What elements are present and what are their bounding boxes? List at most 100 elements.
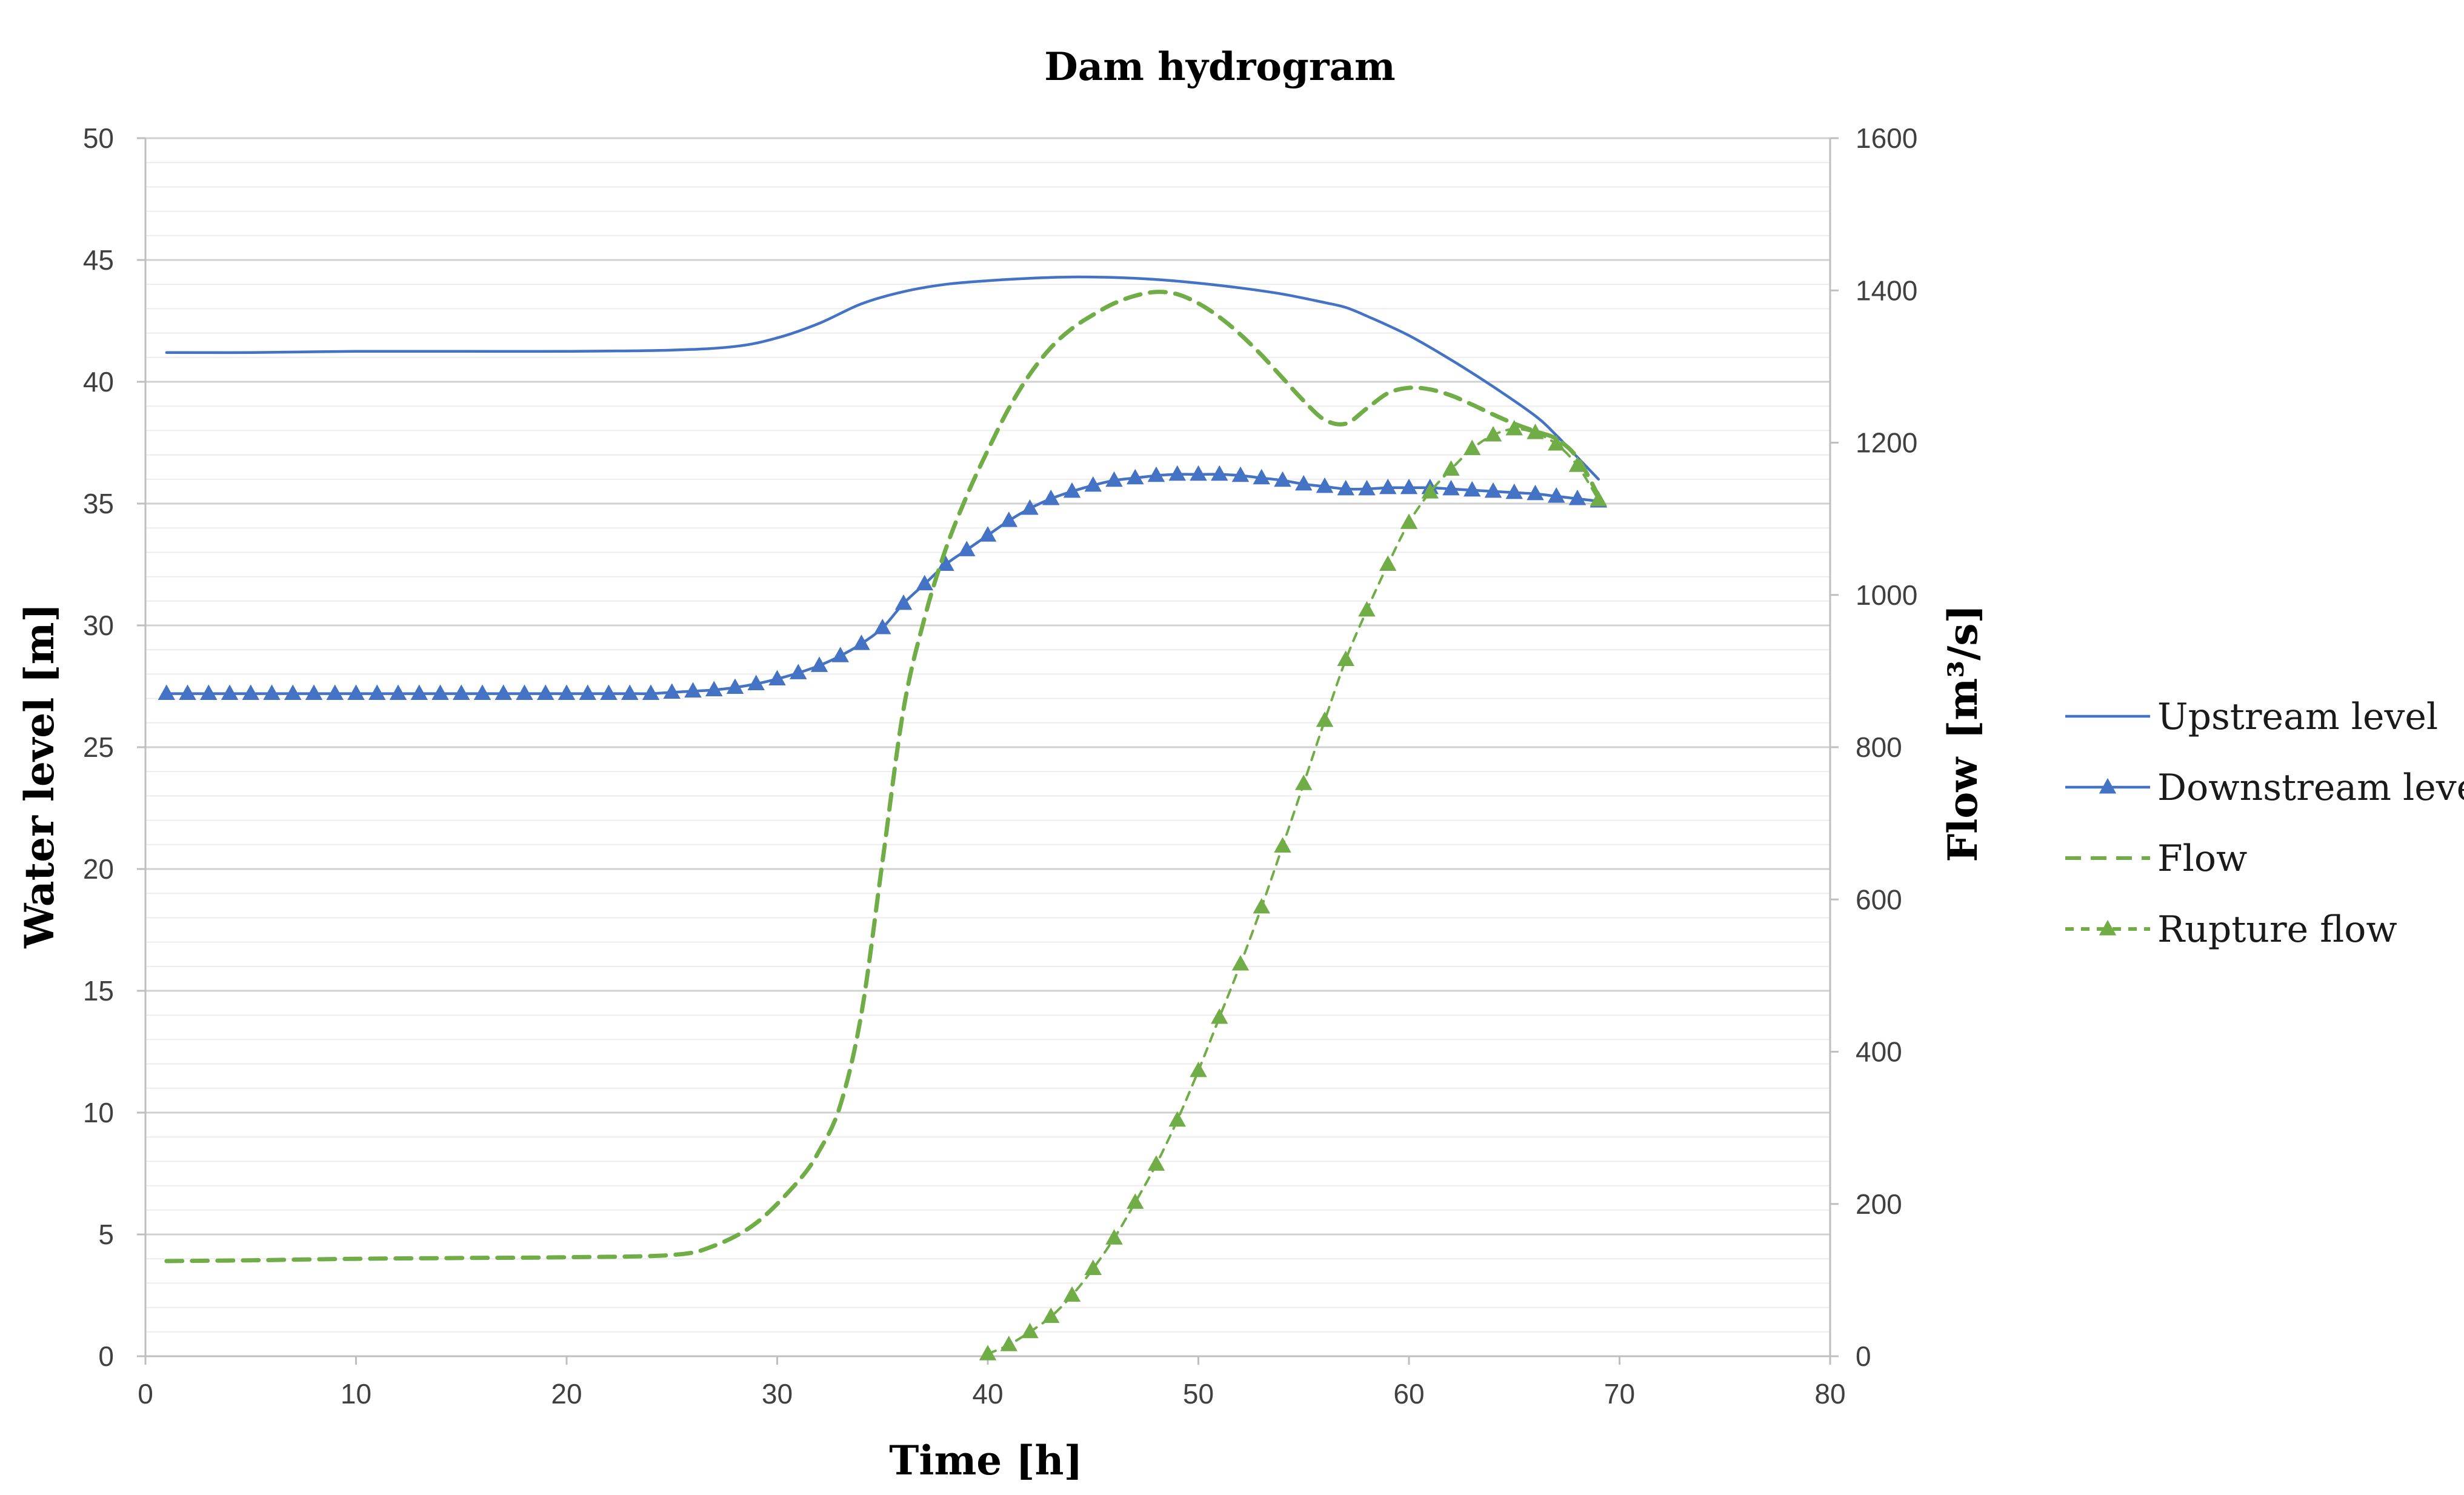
upstream-level-series (165, 275, 1600, 481)
downstream-level-point (958, 541, 976, 556)
downstream-level-point (1190, 465, 1207, 481)
downstream-level-point (347, 684, 365, 701)
left-tick-label: 10 (83, 1097, 114, 1128)
downstream-level-point (684, 682, 702, 698)
downstream-level-point (1400, 478, 1418, 494)
downstream-level-point (894, 594, 913, 610)
left-tick-label: 30 (83, 610, 114, 641)
rupture-flow-point (1463, 439, 1481, 456)
rupture-flow-point (1379, 555, 1397, 571)
right-tick-label: 0 (1856, 1340, 1871, 1372)
right-axis-title-unit: [m³/s] (1939, 604, 1986, 739)
minor-gridlines (145, 162, 1830, 1333)
downstream-level-point (705, 681, 723, 697)
downstream-level-point (853, 634, 870, 650)
legend-item: Flow (2065, 837, 2247, 880)
downstream-level-point (874, 619, 891, 634)
downstream-level-point (1484, 482, 1502, 498)
downstream-level-point (1337, 479, 1354, 496)
legend-item: Downstream level (2065, 767, 2464, 809)
rupture-flow-point (1484, 425, 1502, 442)
x-axis-tick-labels: 0 10 20 30 40 50 60 70 80 (138, 1378, 1845, 1410)
downstream-level-point (642, 684, 660, 701)
downstream-level-point (600, 684, 618, 701)
downstream-level-point (558, 684, 576, 701)
left-tick-label: 0 (98, 1340, 114, 1372)
x-tick-label: 20 (551, 1378, 582, 1410)
downstream-level-point (768, 670, 786, 685)
downstream-level-point (453, 684, 470, 701)
downstream-level-point (831, 647, 849, 662)
downstream-level-point (1527, 484, 1544, 501)
legend-item: Upstream level (2065, 696, 2438, 738)
rupture-flow-point (1231, 955, 1250, 971)
legend-item: Rupture flow (2065, 908, 2397, 951)
downstream-level-point (1211, 465, 1228, 481)
right-tick-label: 1600 (1856, 122, 1917, 154)
legend-swatch-marker (2099, 920, 2117, 936)
x-tick-label: 40 (972, 1378, 1003, 1410)
right-tick-label: 400 (1856, 1036, 1902, 1068)
downstream-level-series (158, 465, 1607, 701)
rupture-flow-line (987, 427, 1600, 1356)
downstream-level-point (1442, 479, 1460, 496)
right-axis-tick-labels: 0 200 400 600 800 1000 1200 1400 1600 (1856, 122, 1917, 1372)
rupture-flow-point (1548, 435, 1565, 451)
downstream-level-point (790, 664, 807, 679)
series-layer (158, 275, 1607, 1360)
right-tick-label: 1200 (1856, 427, 1917, 459)
rupture-flow-point (1105, 1229, 1123, 1245)
x-tick-label: 30 (762, 1378, 793, 1410)
downstream-level-line (165, 473, 1600, 695)
rupture-flow-point (1253, 897, 1270, 914)
downstream-level-point (242, 684, 259, 701)
downstream-level-point (516, 684, 533, 701)
downstream-level-point (1379, 478, 1397, 494)
left-axis-title: Water level [m] (16, 603, 63, 948)
downstream-level-point (1084, 476, 1102, 492)
rupture-flow-point (1021, 1322, 1039, 1339)
x-tick-label: 10 (341, 1378, 371, 1410)
rupture-flow-point (1400, 513, 1418, 529)
x-tick-label: 0 (138, 1378, 153, 1410)
downstream-level-point (284, 684, 302, 701)
upstream-level-line (165, 275, 1600, 481)
left-axis-tick-labels: 0 5 10 15 20 25 30 35 40 45 50 (83, 122, 114, 1372)
downstream-level-point (1316, 477, 1334, 493)
rupture-flow-point (1168, 1111, 1186, 1127)
rupture-flow-point (1211, 1008, 1228, 1024)
rupture-flow-point (1358, 601, 1376, 617)
right-axis-title: Flow [m³/s] (1939, 604, 1986, 862)
downstream-level-point (473, 684, 491, 701)
legend-label: Downstream level (2157, 767, 2464, 809)
downstream-level-point (179, 684, 196, 701)
rupture-flow-point (1337, 650, 1354, 667)
chart-title: Dam hydrogram (1044, 44, 1396, 90)
downstream-level-point (158, 684, 175, 701)
downstream-level-point (1463, 481, 1481, 497)
rupture-flow-point (1084, 1259, 1102, 1276)
left-tick-label: 20 (83, 853, 114, 885)
downstream-level-point (810, 656, 828, 672)
rupture-flow-point (1063, 1286, 1081, 1302)
downstream-level-point (1358, 479, 1376, 496)
downstream-level-point (368, 684, 386, 701)
downstream-level-point (579, 684, 596, 701)
rupture-flow-point (1568, 456, 1587, 472)
rupture-flow-point (1505, 419, 1523, 436)
downstream-level-point (221, 684, 239, 701)
rupture-flow-point (1190, 1061, 1207, 1077)
downstream-level-point (1253, 468, 1270, 485)
left-tick-label: 45 (83, 244, 114, 276)
downstream-level-point (937, 555, 954, 571)
left-tick-label: 25 (83, 731, 114, 763)
downstream-level-point (431, 684, 449, 701)
right-axis-title-main: Flow (1939, 756, 1986, 862)
downstream-level-point (1000, 511, 1017, 527)
left-tick-label: 40 (83, 366, 114, 398)
downstream-level-point (537, 684, 554, 701)
downstream-level-point (263, 684, 281, 701)
left-tick-label: 5 (98, 1219, 114, 1250)
